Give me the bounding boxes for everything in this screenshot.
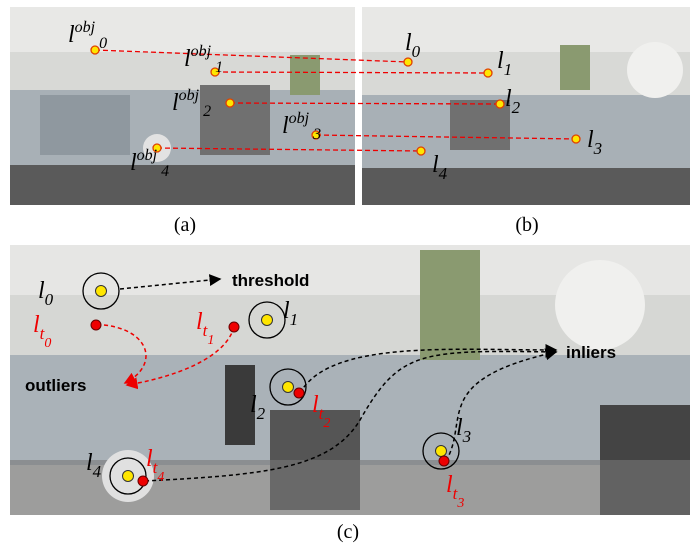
keypoint <box>484 69 492 77</box>
threshold-text: threshold <box>232 271 309 290</box>
keypoint <box>436 446 447 457</box>
label-sup: obj <box>289 110 310 127</box>
photo-c <box>10 245 690 515</box>
label-sub: 0 <box>45 290 54 309</box>
label-sup: obj <box>137 147 158 164</box>
tracked-point <box>439 456 449 466</box>
label-subsub: 3 <box>456 496 464 511</box>
label-sub: 3 <box>312 126 321 143</box>
keypoint <box>262 315 273 326</box>
label-sub: 3 <box>462 427 472 446</box>
caption: (c) <box>337 521 359 543</box>
label-sub: 0 <box>412 42 421 61</box>
label-sub: 2 <box>203 103 211 120</box>
keypoint <box>417 147 425 155</box>
label-sub: 4 <box>93 462 102 481</box>
keypoint <box>496 100 504 108</box>
label-sub: 3 <box>593 139 603 158</box>
tracked-point <box>91 320 101 330</box>
label-sup: obj <box>179 87 200 104</box>
keypoint <box>283 382 294 393</box>
label-sup: obj <box>75 19 96 36</box>
keypoint <box>226 99 234 107</box>
label-sub: 1 <box>504 60 513 79</box>
label-subsub: 2 <box>323 416 330 431</box>
tracked-point <box>138 476 148 486</box>
photo-a <box>10 7 355 205</box>
label-subsub: 0 <box>44 336 51 351</box>
label-sup: obj <box>191 43 212 60</box>
keypoint <box>91 46 99 54</box>
keypoint <box>123 471 134 482</box>
caption: (a) <box>174 214 196 236</box>
label-sub: 2 <box>512 98 521 117</box>
tracked-point <box>229 322 239 332</box>
label-sub: 1 <box>290 310 299 329</box>
caption: (b) <box>515 214 538 236</box>
tracked-point <box>294 388 304 398</box>
keypoint <box>572 135 580 143</box>
label-sub: 0 <box>99 35 107 52</box>
figure: lobj0l0lobj1l1lobj2l2lobj3l3lobj4l4thres… <box>0 0 697 544</box>
inliers-text: inliers <box>566 343 616 362</box>
keypoint <box>96 286 107 297</box>
label-sub: 1 <box>215 59 223 76</box>
label-sub: 4 <box>161 163 169 180</box>
outliers-text: outliers <box>25 376 86 395</box>
label-sub: 2 <box>257 404 266 423</box>
label-subsub: 4 <box>157 470 164 485</box>
label-subsub: 1 <box>207 333 214 348</box>
label-sub: 4 <box>439 164 448 183</box>
